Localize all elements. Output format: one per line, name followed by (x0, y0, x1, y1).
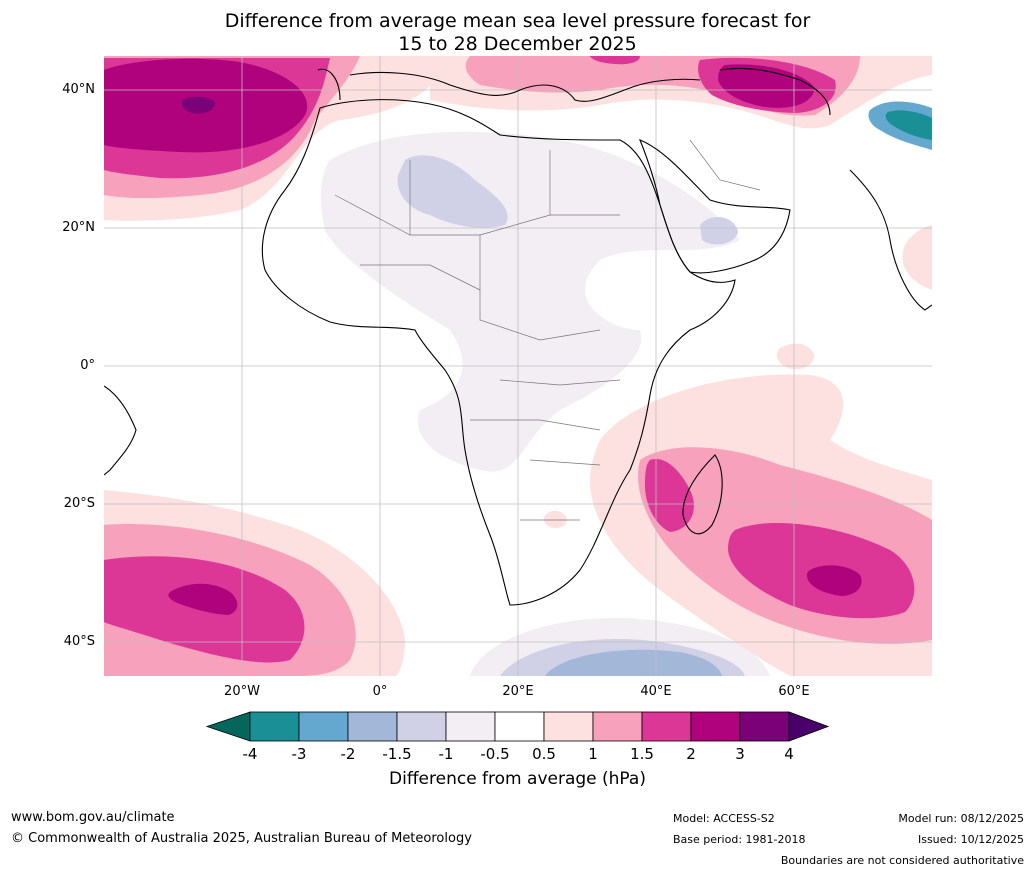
anomaly-neg-0.5-africa (320, 131, 740, 472)
lat-label-40s: 40°S (63, 634, 95, 649)
anomaly-neg-1-sahara (397, 155, 508, 228)
colorbar-tick-label: 1 (588, 745, 598, 763)
colorbar-tick-label: 0.5 (532, 745, 556, 763)
colorbar-segment (298, 711, 349, 742)
colorbar-segment (641, 711, 692, 742)
anomaly-pos-2-indian (806, 565, 862, 596)
footer-issued: Issued: 10/12/2025 (917, 833, 1024, 846)
anomaly-pos-0.5-india (902, 225, 932, 290)
title-line-2: 15 to 28 December 2025 (398, 33, 637, 55)
lat-label-0: 0° (80, 358, 95, 373)
colorbar-segment (543, 711, 594, 742)
colorbar-under-arrow (205, 711, 251, 742)
colorbar-segment (347, 711, 398, 742)
anomaly-pos-0.5-indian-small (776, 343, 815, 370)
colorbar-tick-label: 2 (686, 745, 696, 763)
colorbar-tick-label: -0.5 (480, 745, 510, 763)
colorbar-tick-label: 1.5 (630, 745, 654, 763)
madagascar-coastline (682, 454, 723, 535)
footer-model: Model: ACCESS-S2 (673, 812, 775, 825)
south-america-coastline (104, 385, 137, 476)
lon-label-20w: 20°W (224, 684, 260, 699)
country-boundaries (334, 139, 761, 521)
colorbar-segment (396, 711, 447, 742)
colorbar-over-arrow (788, 711, 830, 742)
anomaly-neg-himalaya-core (885, 110, 932, 140)
coastlines (104, 67, 932, 606)
africa-coastline (261, 99, 736, 606)
colorbar-tick-label: -3 (291, 745, 307, 763)
anomaly-pos-1.5-indian (645, 459, 694, 532)
footer-base-period: Base period: 1981-2018 (673, 833, 806, 846)
colorbar-tick-label: -4 (242, 745, 258, 763)
lon-label-20e: 20°E (502, 684, 534, 699)
footer-copyright: © Commonwealth of Australia 2025, Austra… (11, 831, 472, 846)
anomaly-pos-2-europe (718, 64, 815, 108)
anomaly-neg-1-arabia (700, 216, 738, 245)
colorbar-tick-label: 4 (784, 745, 794, 763)
lat-label-20n: 20°N (62, 220, 95, 235)
arabia-coastline (639, 139, 791, 274)
footer-disclaimer: Boundaries are not considered authoritat… (780, 854, 1024, 867)
colorbar-segment (690, 711, 741, 742)
graticule (104, 56, 932, 676)
colorbar-tick-label: 3 (735, 745, 745, 763)
anomaly-pos-3-atlantic (181, 96, 216, 114)
footer-model-run: Model run: 08/12/2025 (898, 812, 1024, 825)
colorbar-tick-label: -2 (340, 745, 356, 763)
colorbar-segment (249, 711, 300, 742)
colorbar-segment (739, 711, 790, 742)
footer-website[interactable]: www.bom.gov.au/climate (11, 810, 175, 825)
anomaly-neg-1.5-south (545, 649, 722, 676)
europe-coastline (317, 67, 831, 116)
anomaly-pos-2-satlantic (168, 583, 238, 615)
colorbar-segment (494, 711, 545, 742)
anomaly-pos-0.5-sa (543, 510, 567, 528)
india-coastline (849, 169, 932, 311)
lon-label-0: 0° (372, 684, 388, 699)
colorbar-label: Difference from average (hPa) (389, 769, 646, 789)
lat-label-40n: 40°N (62, 82, 95, 97)
colorbar (205, 711, 830, 742)
map-area (104, 56, 932, 676)
title-line-1: Difference from average mean sea level p… (224, 10, 811, 32)
colorbar-segment (592, 711, 643, 742)
chart-title: Difference from average mean sea level p… (0, 10, 1035, 56)
colorbar-tick-label: -1.5 (382, 745, 412, 763)
anomaly-pos-1.5-med (590, 56, 640, 65)
lon-label-40e: 40°E (640, 684, 672, 699)
colorbar-segment (445, 711, 496, 742)
colorbar-tick-label: -1 (438, 745, 454, 763)
lon-label-60e: 60°E (778, 684, 810, 699)
lat-label-20s: 20°S (63, 496, 95, 511)
